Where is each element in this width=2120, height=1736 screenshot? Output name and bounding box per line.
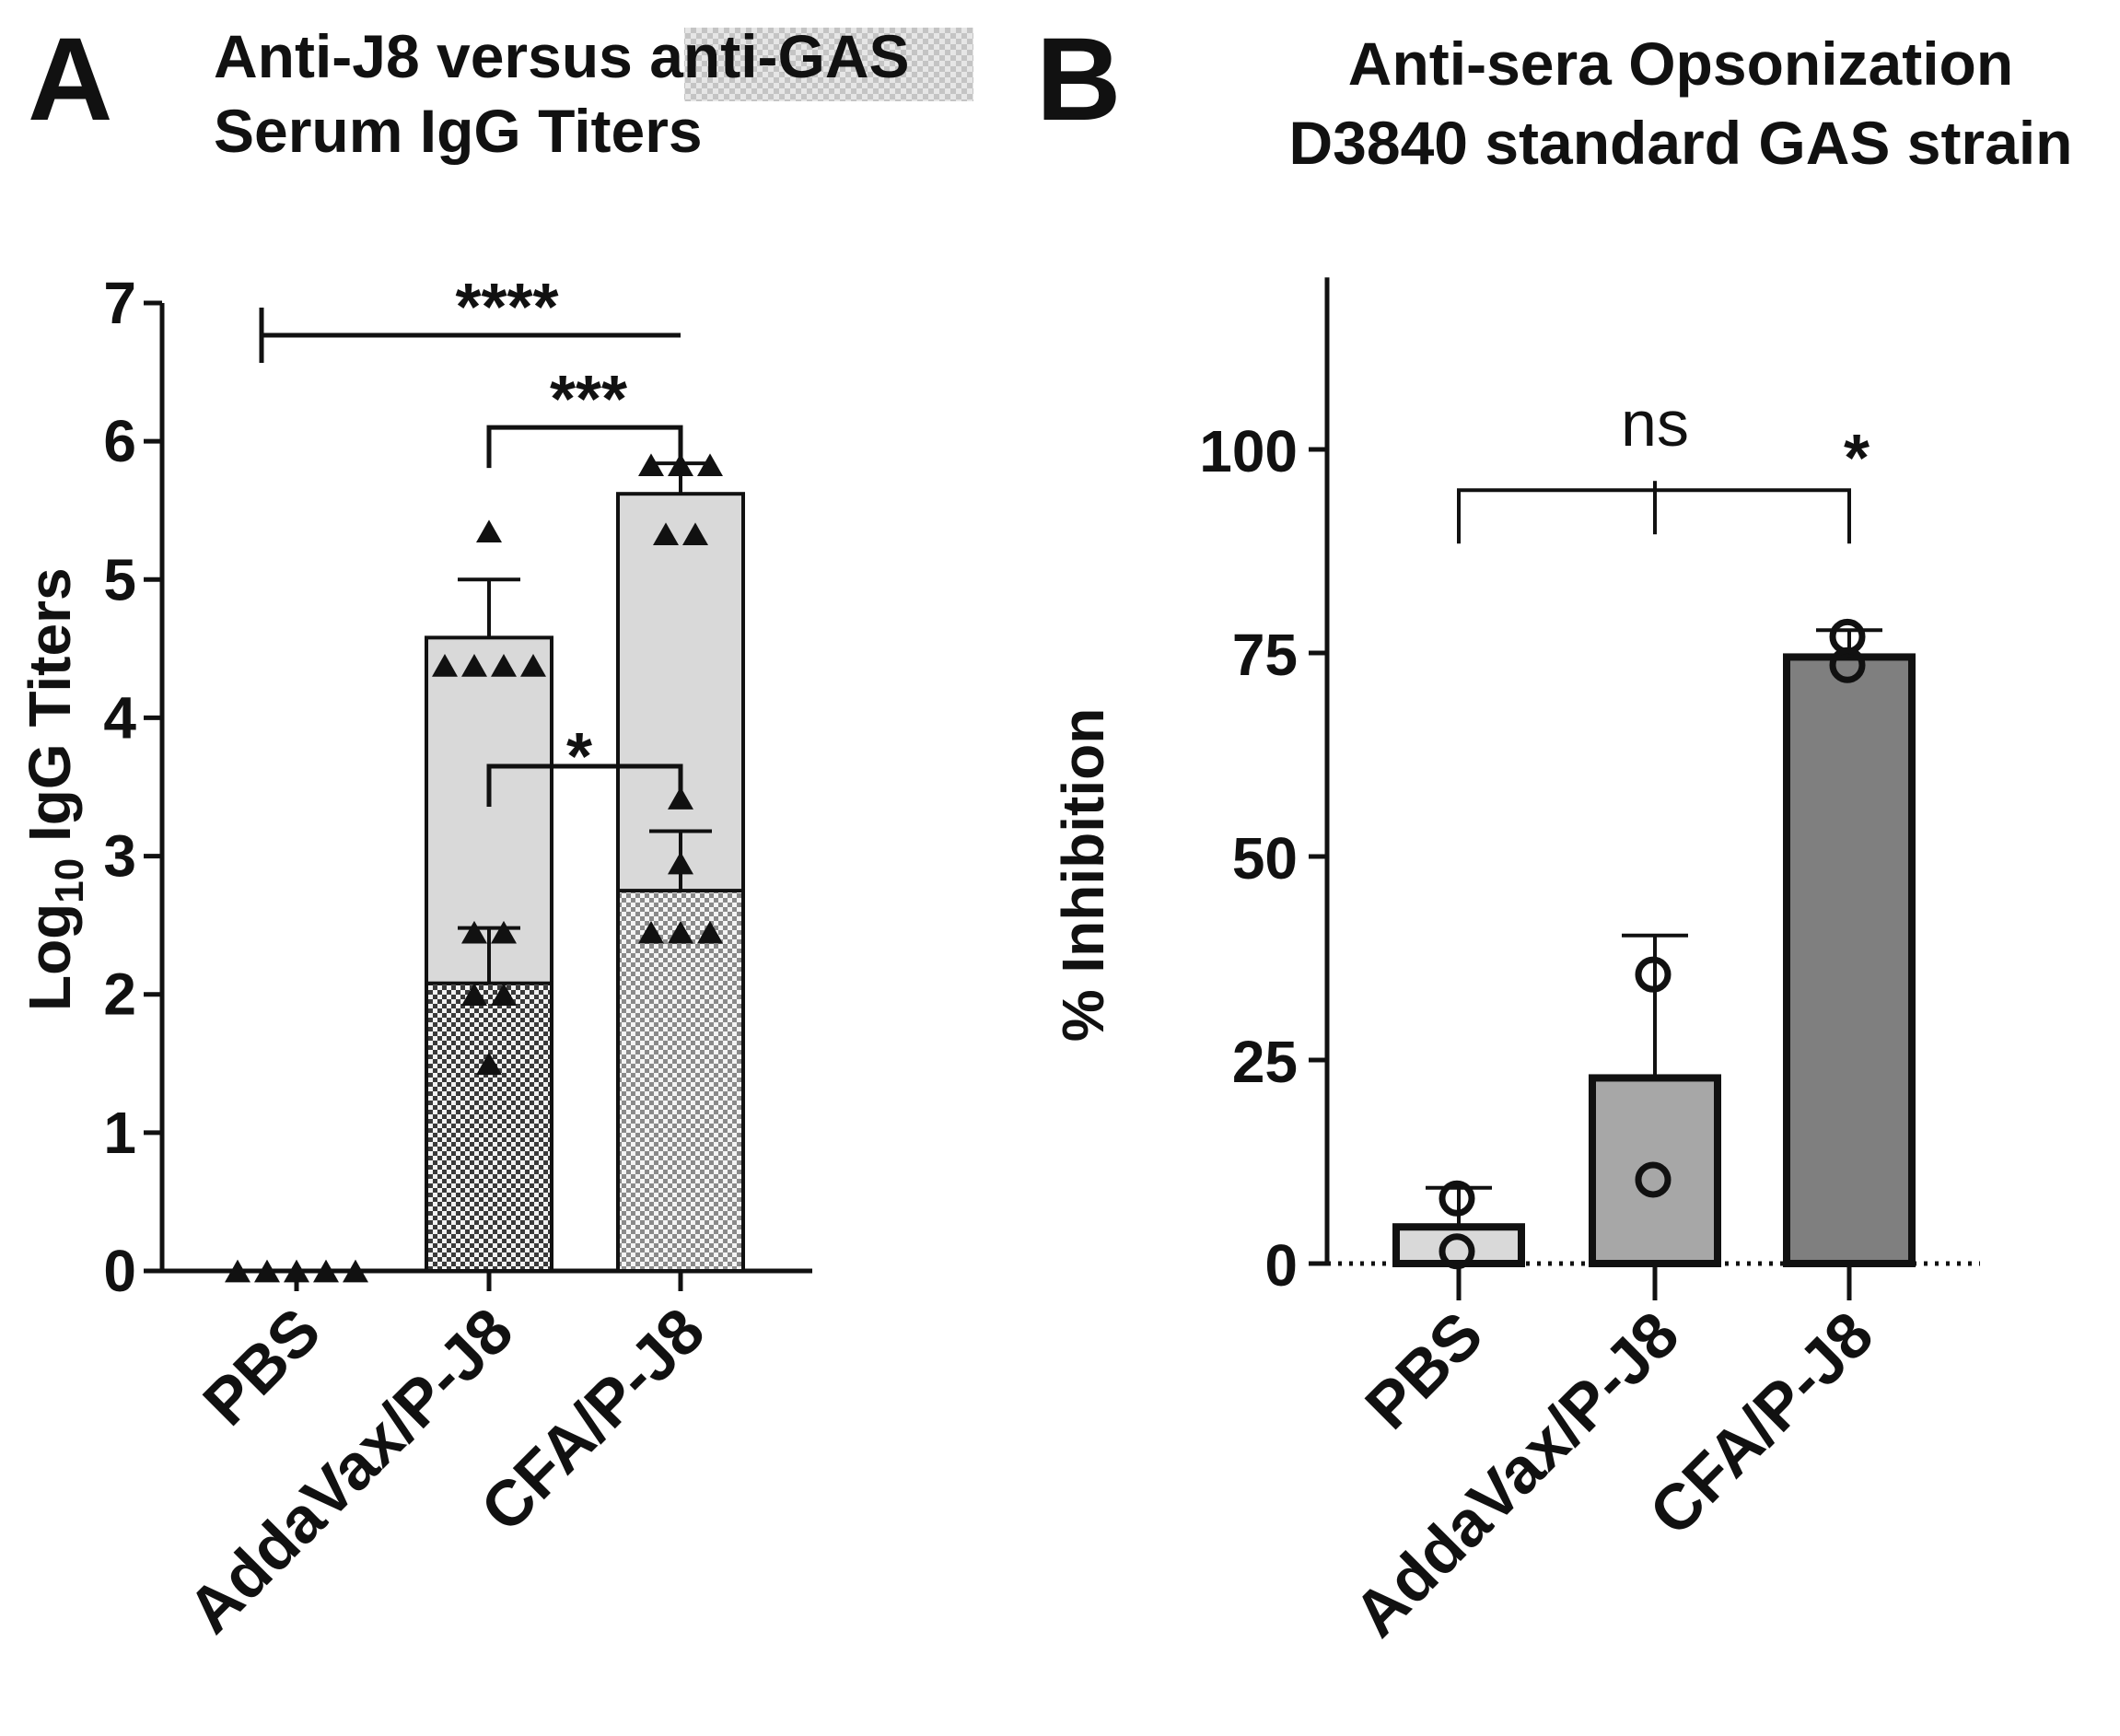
panel-a-significance-label: ***	[550, 363, 627, 437]
panel-a-data-point	[491, 654, 517, 677]
panel-a-y-tick-label: 3	[103, 823, 136, 890]
panel-a-data-point	[697, 920, 723, 944]
panel-b-y-tick-label: 50	[1232, 825, 1298, 891]
panel-a-data-point	[491, 920, 517, 944]
panel-a-title-pre: Anti-J8 versus	[214, 22, 649, 90]
panel-a-bar-anti-gas	[425, 981, 553, 1274]
panel-a-bar-anti-gas	[616, 889, 745, 1273]
panel-a-title-line2: Serum IgG Titers	[214, 97, 703, 165]
panel-a-y-tick-label: 2	[103, 961, 136, 1028]
panel-a-ylabel-rest: IgG Titers	[17, 567, 83, 857]
panel-a-y-tick-label: 5	[103, 546, 136, 612]
panel-a-y-tick-label: 0	[103, 1238, 136, 1304]
panel-b-significance-label: *	[1844, 422, 1870, 495]
panel-a-data-point	[476, 519, 502, 543]
panel-b-category-label: PBS	[1352, 1298, 1497, 1442]
panel-a-category-label: PBS	[190, 1294, 334, 1439]
panel-a-bracket-line	[486, 763, 683, 807]
panel-b-data-point	[1439, 1180, 1475, 1217]
panel-a-data-point	[461, 983, 487, 1007]
panel-a-data-point	[284, 1259, 309, 1283]
panel-b-y-tick-label: 0	[1264, 1232, 1298, 1299]
panel-a-data-point	[491, 983, 517, 1007]
panel-a-ylabel-main: Log	[17, 903, 83, 1011]
panel-b-bar	[1783, 653, 1916, 1267]
panel-a-y-tick-label: 4	[103, 684, 136, 751]
panel-a-data-point	[653, 522, 679, 546]
panel-b-y-axis-label: % Inhibition	[1050, 708, 1116, 1043]
title-highlight	[684, 28, 973, 101]
panel-a-data-point	[697, 453, 723, 476]
panel-a-letter: A	[28, 14, 112, 146]
panel-b-bar	[1392, 1223, 1525, 1267]
panel-b-y-tick-label: 25	[1232, 1029, 1298, 1095]
panel-a-data-point	[638, 453, 664, 476]
panel-a-data-point	[682, 522, 708, 546]
panel-a-data-point	[343, 1259, 368, 1283]
panel-b-y-tick-label: 75	[1232, 622, 1298, 688]
panel-b-data-point	[1635, 956, 1672, 993]
panel-a-title-line1: Anti-J8 versus anti-GAS	[214, 22, 910, 90]
panel-a-data-point	[668, 920, 693, 944]
panel-a-category-label: AddaVax/P-J8	[174, 1294, 527, 1647]
panel-a-y-axis-label: Log10 IgG Titers	[17, 567, 92, 1011]
panel-a-data-point	[313, 1259, 339, 1283]
panel-b-letter: B	[1036, 14, 1121, 146]
panel-b-title-line1: Anti-sera Opsonization	[1348, 29, 2013, 98]
panel-a-y-tick-label: 6	[103, 408, 136, 474]
panel-a-data-point	[225, 1259, 250, 1283]
panel-b-y-tick-label: 100	[1199, 418, 1298, 484]
panel-a-data-point	[520, 654, 546, 677]
panel-b-title-line2: D3840 standard GAS strain	[1289, 109, 2073, 177]
panel-a-data-point	[638, 920, 664, 944]
panel-b-data-point	[1829, 647, 1866, 683]
panel-a-significance-label: ****	[455, 271, 558, 344]
panel-a-y-tick-label: 7	[103, 270, 136, 336]
panel-b-bar	[1589, 1074, 1721, 1267]
panel-a-data-point	[668, 851, 693, 875]
panel-a-title-highlight: anti-GAS	[649, 22, 909, 90]
panel-b-data-point	[1439, 1233, 1475, 1270]
panel-b-data-point	[1635, 1161, 1672, 1198]
panel-b-significance-label: ns	[1621, 388, 1689, 460]
panel-a-data-point	[432, 654, 458, 677]
panel-a-data-point	[254, 1259, 280, 1283]
panel-a-ylabel-sub: 10	[47, 858, 92, 903]
panel-a-y-tick-label: 1	[103, 1100, 136, 1166]
panel-a-data-point	[476, 1052, 502, 1076]
panel-a-data-point	[461, 654, 487, 677]
panel-a-bracket-line	[486, 425, 683, 469]
panel-a-significance-label: *	[566, 720, 592, 794]
panel-a-data-point	[461, 920, 487, 944]
